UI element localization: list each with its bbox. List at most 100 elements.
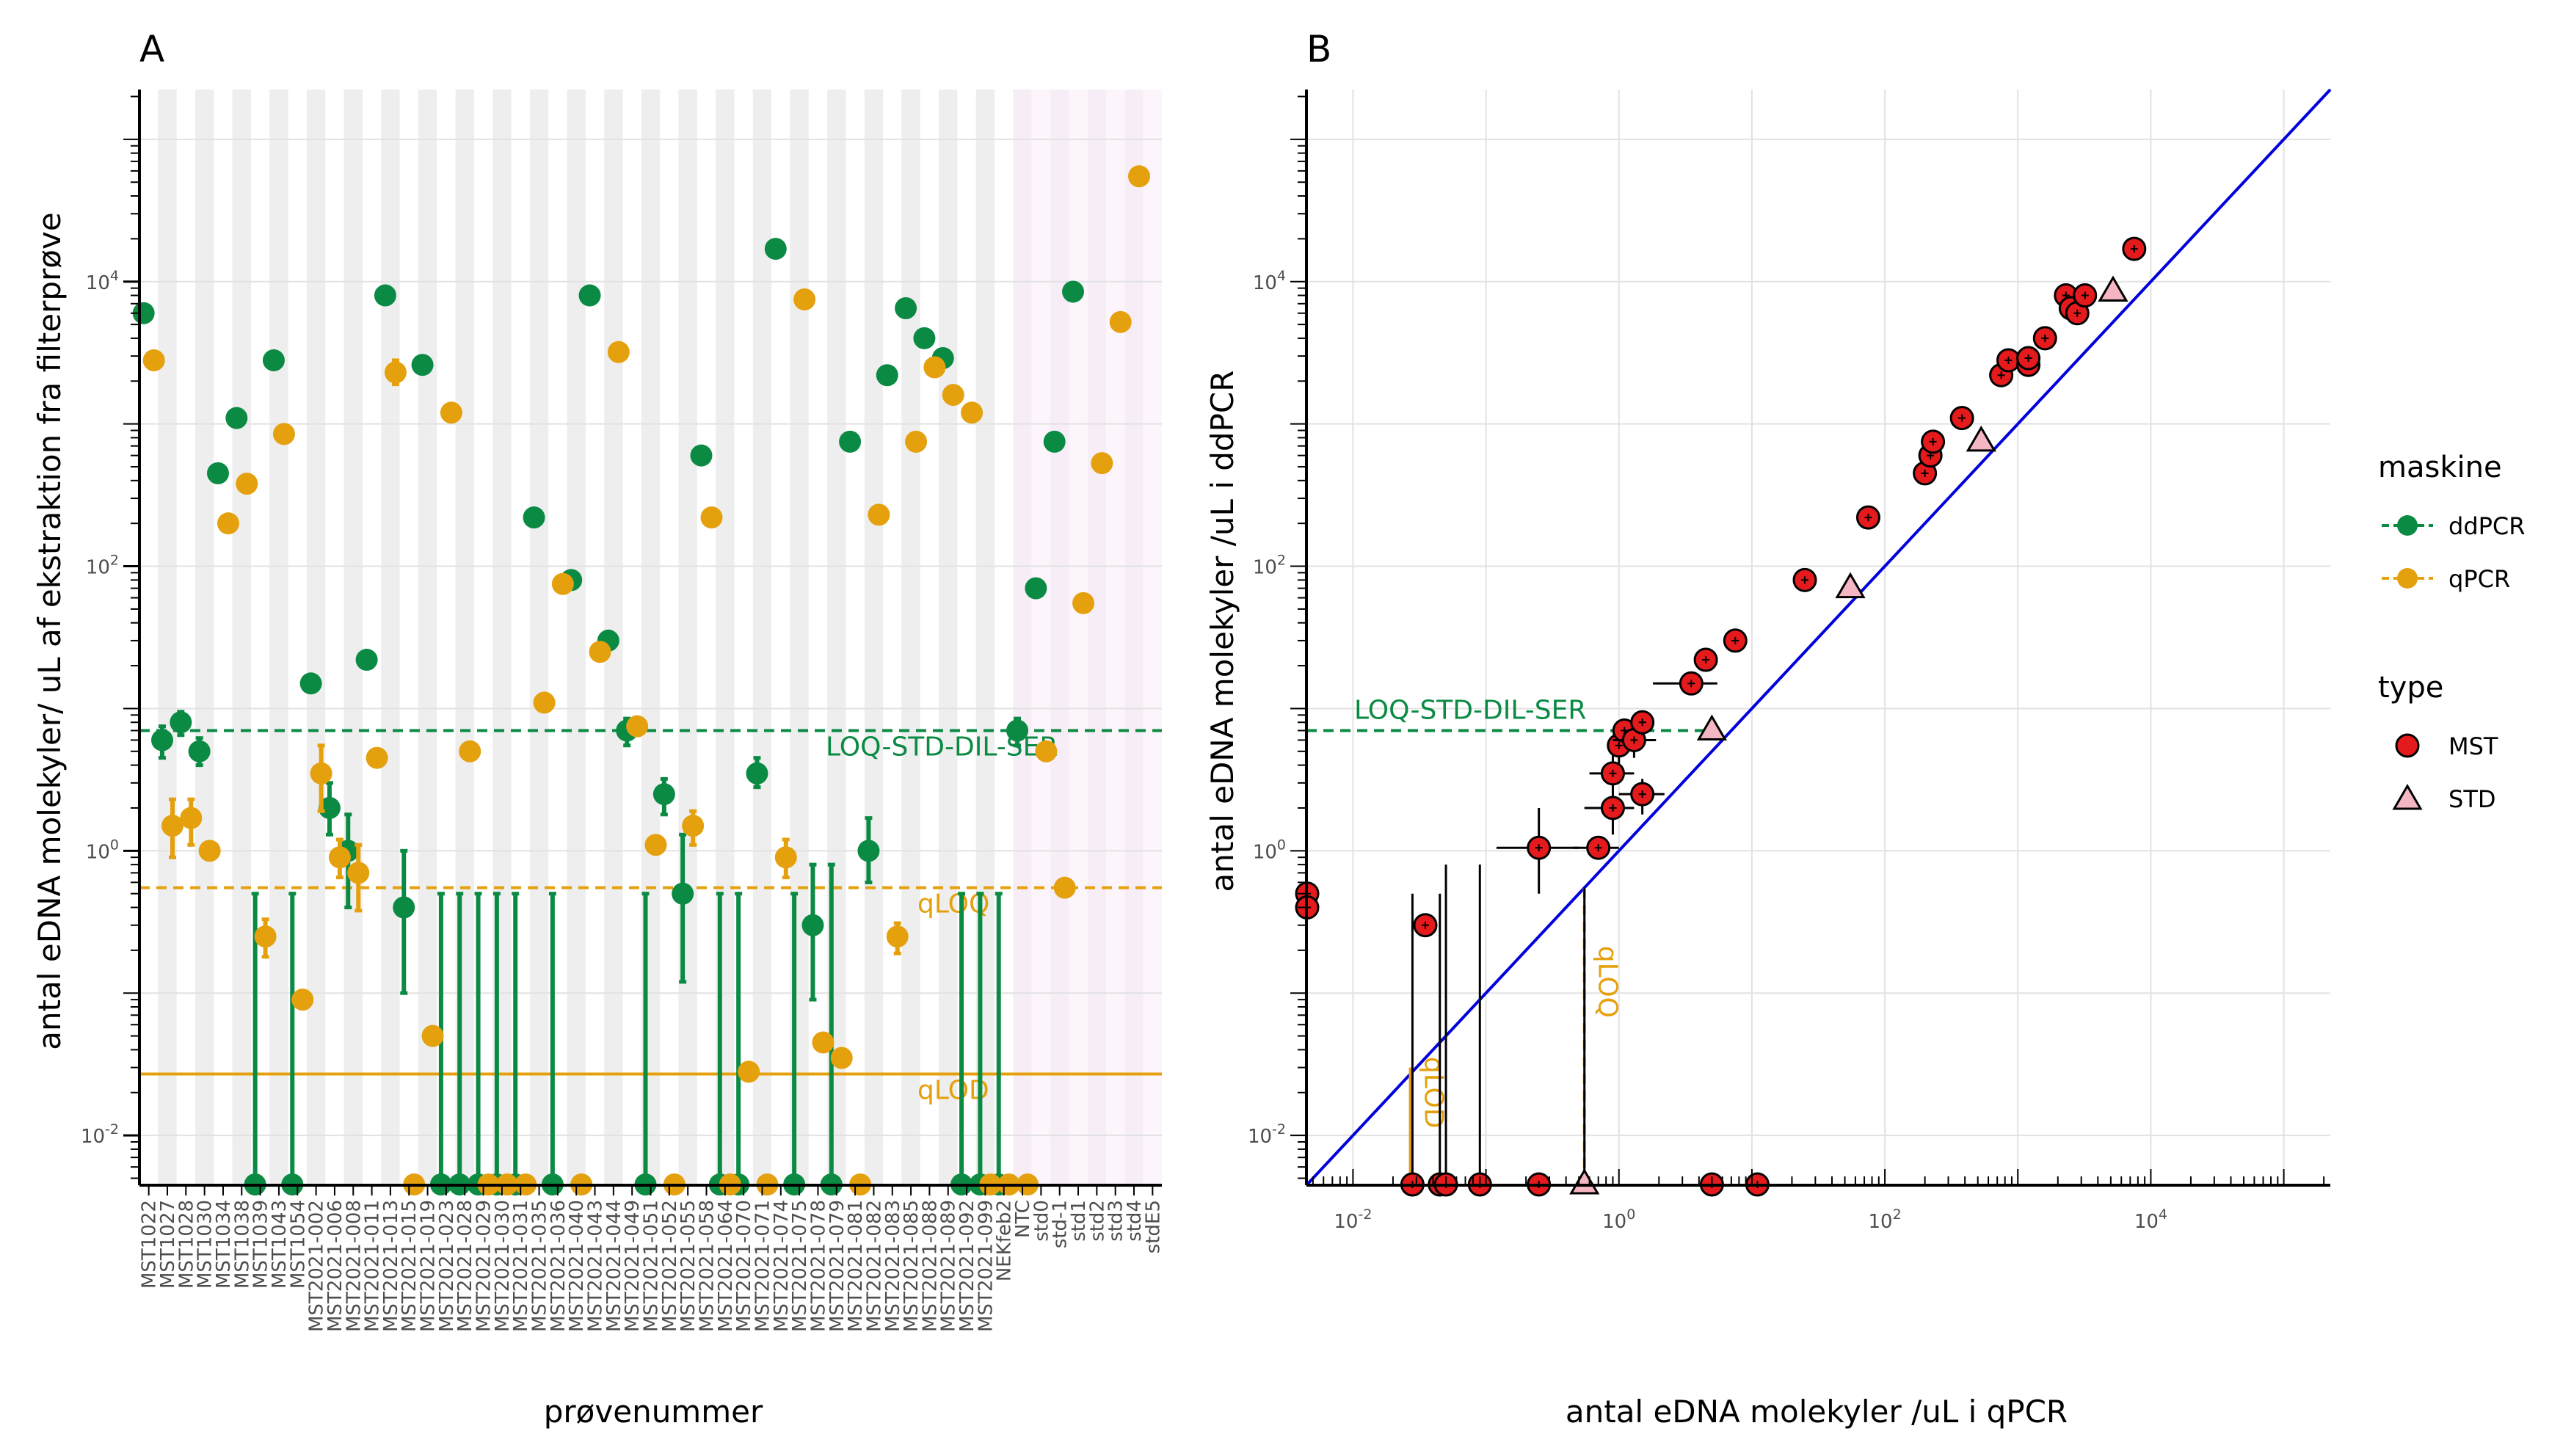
- panel-a-point-qpcr: [942, 384, 964, 407]
- legend-ddpcr-label: ddPCR: [2448, 512, 2526, 540]
- panel-a-y-axis-title: antal eDNA molekyler/ uL af ekstraktion …: [32, 212, 68, 1049]
- legend-qpcr-marker: [2397, 568, 2418, 589]
- panel-a-x-tick-label: MST2021-019: [418, 1200, 440, 1332]
- panel-a-column-band: [269, 90, 288, 1185]
- panel-a-point-qpcr: [421, 1024, 444, 1047]
- panel-a-point-qpcr: [700, 506, 723, 529]
- panel-a-point-qpcr: [1109, 310, 1132, 333]
- panel-a-x-tick-label: MST2021-081: [845, 1200, 867, 1332]
- panel-a-point-ddpcr: [170, 711, 192, 734]
- panel-a-point-ddpcr: [895, 297, 917, 320]
- panel-a-point-ddpcr: [1006, 719, 1029, 742]
- legend-std-label: STD: [2448, 785, 2496, 813]
- panel-a-x-tick-label: MST2021-071: [752, 1200, 774, 1332]
- panel-a-x-tick-label: MST2021-013: [380, 1200, 402, 1332]
- panel-a-column-band: [529, 90, 549, 1185]
- panel-a-point-qpcr: [291, 989, 314, 1011]
- panel-a-point-ddpcr: [839, 430, 862, 453]
- panel-b-y-axis-title: antal eDNA molekyler /uL i ddPCR: [1204, 371, 1240, 892]
- panel-a-point-qpcr: [961, 401, 984, 424]
- panel-a-x-tick-label: MST2021-011: [362, 1200, 384, 1332]
- panel-a-point-qpcr: [793, 288, 816, 310]
- panel-a-x-tick-label: std-1: [1050, 1200, 1072, 1248]
- panel-a-x-tick-label: MST2021-079: [826, 1200, 848, 1332]
- panel-a-point-qpcr: [198, 840, 221, 862]
- panel-a-x-tick-label: MST2021-002: [306, 1200, 328, 1332]
- legend-maskine-title: maskine: [2378, 451, 2502, 484]
- panel-b-y-tick-label: 102: [1253, 553, 1286, 579]
- panel-a-point-ddpcr: [746, 762, 768, 785]
- panel-a-column-band: [343, 90, 363, 1185]
- panel-a-x-tick-label: MST1039: [250, 1200, 272, 1289]
- panel-a-x-tick-label: std4: [1124, 1200, 1146, 1242]
- panel-a-point-ddpcr: [393, 896, 415, 919]
- panel-a-point-qpcr: [347, 862, 370, 884]
- panel-a-point-ddpcr: [188, 740, 211, 762]
- panel-a-x-tick-label: MST2021-074: [771, 1200, 793, 1332]
- panel-a-point-qpcr: [236, 473, 258, 495]
- panel-a-column-band: [752, 90, 772, 1185]
- panel-a-point-qpcr: [551, 572, 574, 595]
- panel-a-tag: A: [139, 28, 164, 70]
- panel-a-point-qpcr: [644, 834, 667, 856]
- panel-a-column-band: [567, 90, 586, 1185]
- panel-b-x-tick-label: 10-2: [1334, 1206, 1372, 1233]
- panel-a-x-tick-label: MST1038: [231, 1200, 253, 1289]
- panel-a-point-ddpcr: [523, 506, 545, 529]
- panel-a-x-tick-label: MST2021-043: [585, 1200, 607, 1332]
- panel-a-point-ddpcr: [652, 783, 675, 806]
- panel-a-column-band: [1124, 90, 1144, 1185]
- panel-a-point-qpcr: [180, 807, 203, 829]
- panel-a-x-tick-label: MST2021-070: [733, 1200, 755, 1332]
- panel-b-point-std: [2098, 275, 2128, 302]
- panel-a-x-tick-label: NEKfeb2: [994, 1200, 1016, 1281]
- panel-a-point-qpcr: [328, 846, 351, 869]
- panel-a-point-qpcr: [1091, 452, 1113, 475]
- panel-a-std-band: [1143, 90, 1162, 1185]
- panel-a-point-qpcr: [384, 361, 407, 384]
- panel-a-column-band: [418, 90, 437, 1185]
- panel-a-point-ddpcr: [801, 914, 824, 936]
- legend-mst-marker: [2395, 733, 2420, 758]
- panel-a-x-tick-label: MST2021-031: [510, 1200, 532, 1332]
- panel-b-y-tick-label: 10-2: [1248, 1121, 1286, 1148]
- panel-a-x-tick-label: NTC: [1012, 1200, 1034, 1238]
- legend-item-ddpcr: ddPCR: [2382, 512, 2526, 540]
- legend-type-title: type: [2378, 671, 2443, 705]
- panel-a-x-tick-label: MST2021-008: [343, 1200, 365, 1332]
- panel-a-y-tick-label: 102: [86, 553, 119, 579]
- panel-a-std-band: [1031, 90, 1051, 1185]
- panel-a-column-band: [1087, 90, 1107, 1185]
- panel-b-x-tick-label: 104: [2134, 1206, 2167, 1233]
- panel-a-x-tick-label: MST2021-044: [603, 1200, 625, 1332]
- panel-a-column-band: [1050, 90, 1069, 1185]
- panel-a-point-qpcr: [161, 815, 183, 837]
- panel-a-x-tick-label: MST2021-058: [696, 1200, 718, 1332]
- panel-a-point-qpcr: [774, 846, 797, 869]
- panel-a-point-qpcr: [868, 503, 890, 526]
- panel-a-x-tick-label: std2: [1086, 1200, 1108, 1242]
- panel-a-x-tick-label: MST2021-028: [454, 1200, 476, 1332]
- panel-a-column-band: [194, 90, 214, 1185]
- panel-a-point-qpcr: [142, 349, 165, 371]
- panel-a-x-tick-label: MST2021-078: [807, 1200, 829, 1332]
- panel-a-point-ddpcr: [1043, 430, 1066, 453]
- panel-b-ref-label-loq: LOQ-STD-DIL-SER: [1354, 695, 1586, 725]
- panel-a-x-tick-label: MST2021-083: [882, 1200, 904, 1332]
- panel-b-tag: B: [1306, 28, 1331, 70]
- panel-a-point-qpcr: [1072, 592, 1095, 614]
- panel-b-ref-label-qloq: qLOQ: [1593, 946, 1623, 1018]
- panel-a-point-qpcr: [607, 341, 630, 363]
- panel-a-column-band: [864, 90, 884, 1185]
- panel-a-point-qpcr: [254, 925, 277, 948]
- panel-a-point-qpcr: [812, 1031, 835, 1054]
- panel-a-x-tick-label: MST1030: [194, 1200, 217, 1289]
- panel-b-point-std: [1696, 714, 1727, 740]
- panel-b-x-tick-label: 100: [1602, 1206, 1635, 1233]
- panel-a-y-tick-label: 10-2: [81, 1121, 119, 1148]
- panel-a-point-ddpcr: [876, 364, 898, 387]
- panel-a-x-tick-label: MST2021-092: [956, 1200, 978, 1332]
- panel-a-point-qpcr: [1035, 740, 1058, 762]
- panel-a-x-axis-title: prøvenummer: [544, 1394, 763, 1430]
- panel-a-x-tick-label: MST2021-035: [529, 1200, 551, 1332]
